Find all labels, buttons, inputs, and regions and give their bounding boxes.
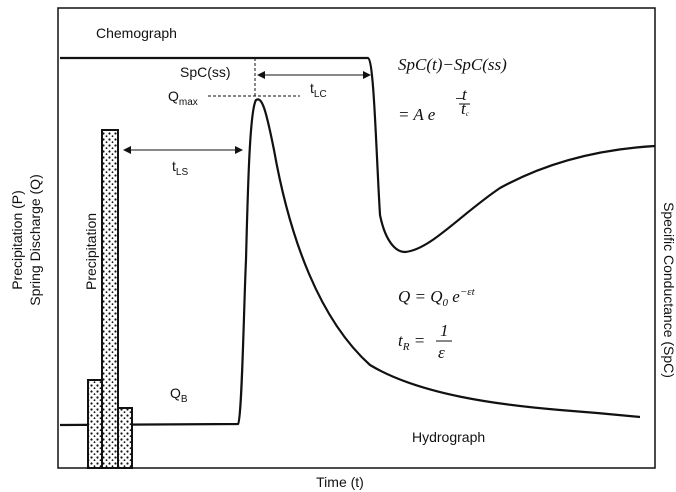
- equation: ε: [438, 343, 445, 362]
- label: Chemograph: [96, 25, 177, 41]
- label: tLS: [172, 158, 188, 178]
- label: Hydrograph: [412, 429, 485, 445]
- equation: t: [398, 331, 404, 350]
- label: LC: [314, 89, 327, 100]
- precip-bar: [101, 129, 119, 469]
- label: Q: [170, 385, 181, 401]
- equation: e: [448, 287, 460, 306]
- equation: Q = Q0 e−εt: [398, 286, 476, 309]
- precip-bar: [87, 379, 103, 469]
- label: tLC: [310, 80, 327, 100]
- equation: tc: [461, 99, 470, 118]
- label: LS: [176, 167, 189, 178]
- hydrograph-curve: [59, 98, 641, 427]
- label: t: [172, 158, 176, 174]
- label: Q: [168, 88, 179, 104]
- label: QB: [170, 385, 188, 405]
- precip-bar: [117, 407, 133, 469]
- label: Qmax: [168, 88, 198, 108]
- equation: tR =: [398, 331, 425, 353]
- axis-title: Spring Discharge (Q): [27, 174, 43, 306]
- label: B: [181, 394, 188, 405]
- equation: c: [466, 110, 470, 118]
- label: max: [179, 97, 198, 108]
- axis-title: Time (t): [316, 474, 364, 490]
- equation: 0: [443, 297, 449, 309]
- equation: t: [462, 85, 468, 104]
- equation: SpC(t)−SpC(ss): [398, 55, 507, 74]
- equation: −εt: [460, 286, 476, 298]
- equation: =: [409, 331, 425, 350]
- label: t: [310, 80, 314, 96]
- equation: R: [402, 341, 410, 353]
- label: SpC(ss): [180, 64, 231, 80]
- chemograph-curve: [60, 56, 656, 254]
- frame: [57, 7, 656, 469]
- label: Precipitation: [83, 213, 99, 290]
- equation: = A e: [398, 105, 436, 124]
- equation: 1: [440, 321, 449, 340]
- equation: t: [461, 99, 467, 118]
- equation: −: [454, 89, 465, 108]
- axis-title: Precipitation (P): [9, 190, 25, 290]
- equation: Q = Q: [398, 287, 443, 306]
- axis-title: Specific Conductance (SpC): [661, 202, 676, 378]
